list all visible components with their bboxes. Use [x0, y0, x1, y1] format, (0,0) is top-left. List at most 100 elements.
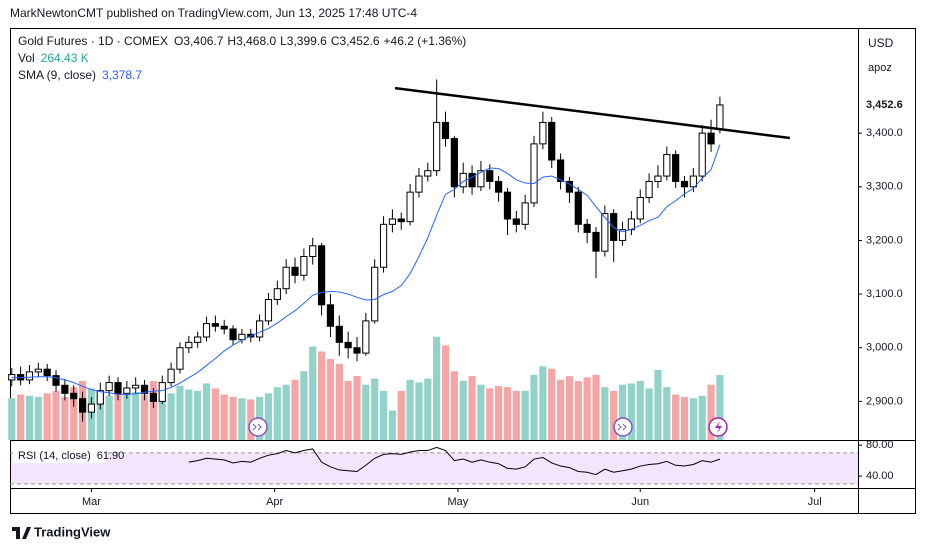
volume-bar [17, 394, 25, 440]
brand: TradingView [34, 524, 111, 539]
candle-body [512, 218, 520, 225]
volume-bar [495, 385, 503, 440]
volume-bar [388, 410, 396, 440]
candle-body [114, 382, 122, 394]
rsi-legend: RSI (14, close) 61.90 [18, 450, 124, 462]
volume-bar [34, 396, 42, 440]
volume-bar [707, 384, 715, 440]
close: C3,452.6 [331, 34, 380, 48]
volume-bar [539, 366, 547, 440]
candle-body [158, 382, 166, 402]
volume-bar [220, 394, 228, 440]
symbol: Gold Futures · 1D · COMEX [18, 34, 168, 48]
candle-body [424, 170, 432, 177]
volume-bar [291, 379, 299, 440]
event-icon-glyph [252, 423, 262, 431]
candle-body [309, 245, 317, 258]
legend-sma: SMA (9, close) 3,378.7 [18, 68, 142, 82]
volume-bar [477, 384, 485, 440]
volume-bar [645, 388, 653, 440]
candle-body [43, 368, 51, 377]
open: O3,406.7 [174, 34, 224, 48]
volume-bar [468, 376, 476, 440]
candle-body [362, 320, 370, 354]
candle-body [96, 390, 104, 405]
y-tick-label: 3,400.0 [866, 127, 903, 139]
candle-body [654, 175, 662, 182]
high: H3,468.0 [227, 34, 276, 48]
candle-body [583, 223, 591, 233]
candle-body [87, 403, 96, 413]
x-tick-label: Jul [808, 496, 822, 508]
candle-body [556, 159, 565, 182]
sma-line [11, 144, 721, 395]
candle-body [211, 323, 219, 327]
candle-body [167, 368, 175, 384]
candle-body [627, 218, 635, 231]
volume-bar [229, 396, 237, 440]
candle-body [503, 191, 512, 220]
volume-bar [8, 398, 16, 440]
candle-body [680, 180, 689, 188]
candle-body [256, 320, 264, 338]
volume-bar [123, 388, 131, 440]
volume-bar [627, 383, 635, 440]
volume-name: Vol [18, 51, 35, 65]
volume-bar [618, 384, 627, 440]
currency: USD [868, 36, 894, 50]
volume-bar [132, 392, 140, 440]
candle-body [548, 121, 556, 161]
event-icon-glyph [715, 421, 722, 433]
candle-body [220, 325, 228, 330]
event-icon[interactable] [248, 417, 268, 437]
volume-bar [25, 395, 34, 440]
candle-body [282, 266, 290, 290]
candle-body [388, 218, 396, 225]
candle-body [52, 375, 60, 386]
candle-body [371, 266, 379, 322]
sma-name: SMA (9, close) [18, 68, 96, 82]
frame [10, 28, 916, 514]
volume-bar [353, 376, 361, 440]
candle-body [663, 154, 671, 177]
candle-body [70, 392, 78, 400]
candle-body [140, 384, 149, 394]
volume-bar [317, 351, 326, 440]
candle-body [672, 154, 680, 182]
candle-body [565, 180, 574, 193]
candle-body [300, 256, 308, 276]
rsi-line [188, 446, 721, 476]
volume-bar [450, 371, 458, 440]
volume-bar [406, 379, 414, 440]
volume-bar [486, 388, 494, 440]
candle-body [176, 347, 184, 370]
candle-body [397, 218, 405, 223]
rsi-value: 61.90 [97, 450, 125, 462]
volume-bar [61, 396, 69, 440]
volume-bar [176, 385, 184, 440]
candle-body [273, 288, 281, 300]
rsi-legend-bg [13, 449, 105, 463]
volume-bar [371, 378, 379, 440]
low: L3,399.6 [280, 34, 327, 48]
legend-volume: Vol 264.43 K [18, 51, 89, 65]
volume-bar [300, 371, 308, 440]
event-icon[interactable] [613, 417, 633, 437]
candle-body [353, 347, 361, 354]
y-tick-label: 2,900.0 [866, 395, 903, 407]
volume-bar [716, 374, 724, 440]
brand-logo: TradingView [12, 524, 111, 539]
candle-body [592, 231, 600, 252]
rsi-tick-label: 40.00 [866, 470, 894, 482]
rsi-band [11, 452, 858, 484]
volume-bar [654, 369, 662, 440]
candle-body [574, 191, 582, 225]
volume-bar [565, 376, 574, 440]
candle-body [61, 384, 69, 394]
candle-body [317, 245, 326, 306]
volume-bar [194, 390, 202, 440]
candle-body [78, 398, 87, 413]
volume-bar [70, 387, 78, 440]
volume-bar [548, 368, 556, 440]
volume-bar [636, 381, 644, 440]
